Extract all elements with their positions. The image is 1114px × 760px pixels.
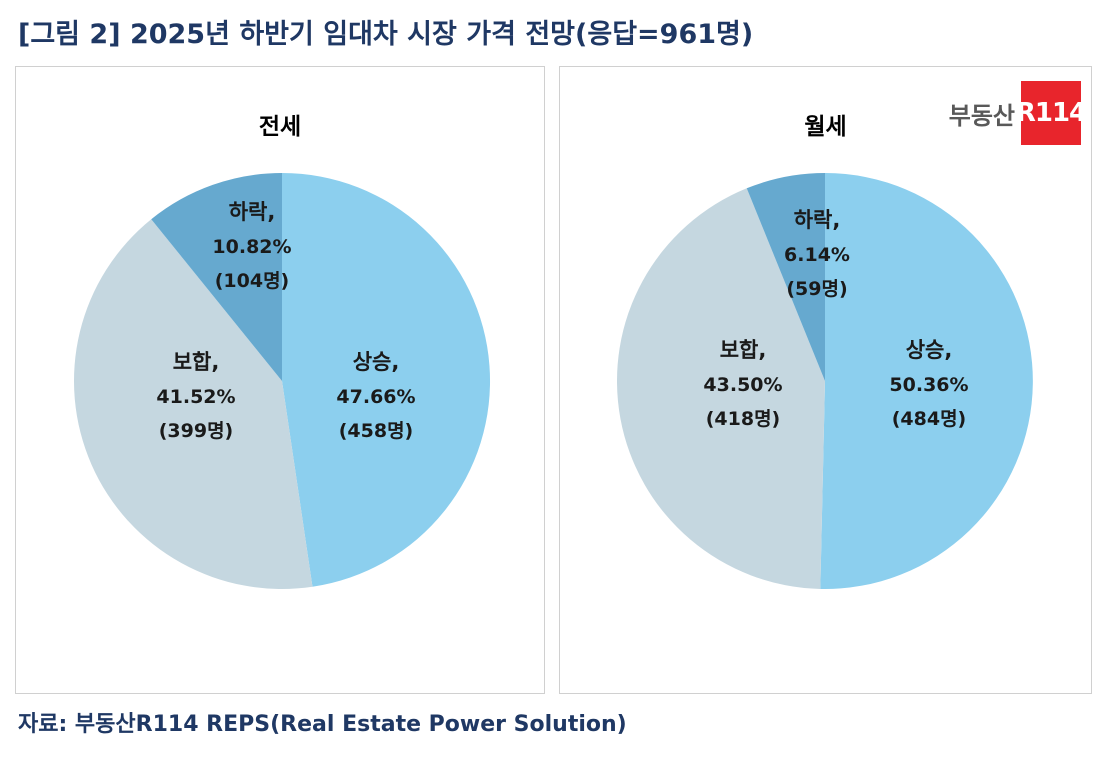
source-note: 자료: 부동산R114 REPS(Real Estate Power Solut…	[18, 712, 627, 737]
slice-label-flat: 보합, 43.50% (418명)	[703, 338, 782, 430]
logo-text: 부동산	[948, 101, 1015, 130]
slice-label-flat: 보합, 41.52% (399명)	[156, 350, 235, 442]
slice-label-down: 하락, 10.82% (104명)	[212, 200, 291, 292]
r114-logo: 부동산 R114	[948, 81, 1087, 145]
slice-label-down: 하락, 6.14% (59명)	[784, 208, 850, 300]
slice-label-up: 상승, 47.66% (458명)	[336, 350, 415, 442]
logo-badge: R114	[1016, 81, 1087, 145]
chart-title-wolse: 월세	[804, 114, 847, 140]
pie-slice-flat	[616, 188, 825, 589]
pie-slice-up	[282, 173, 491, 587]
pie-chart-wolse: 상승, 50.36% (484명) 보합, 43.50% (418명)하락, 6.14% (5…	[616, 173, 1033, 589]
pie-chart-jeonse: 상승, 47.66% (458명) 보합, 41.52% (399명) 하락, 10.82%(…	[73, 173, 491, 590]
page-title: [그림 2] 2025년 하반기 임대차 시장 가격 전망(응답=961명)	[18, 19, 754, 50]
pie-slice-down	[151, 173, 282, 381]
pie-slice-up	[820, 173, 1033, 589]
slice-label-up: 상승, 50.36% (484명)	[889, 338, 968, 430]
pie-slice-flat	[73, 219, 313, 590]
chart-title-jeonse: 전세	[258, 114, 302, 140]
chart-panel-jeonse: 상승, 47.66% (458명) 보합, 41.52% (399명) 하락, 10.82%(…	[15, 66, 545, 694]
pie-slice-down	[746, 173, 825, 381]
chart-panel-wolse: 상승, 50.36% (484명) 보합, 43.50% (418명) 하락, 6.14% (5…	[559, 66, 1092, 694]
